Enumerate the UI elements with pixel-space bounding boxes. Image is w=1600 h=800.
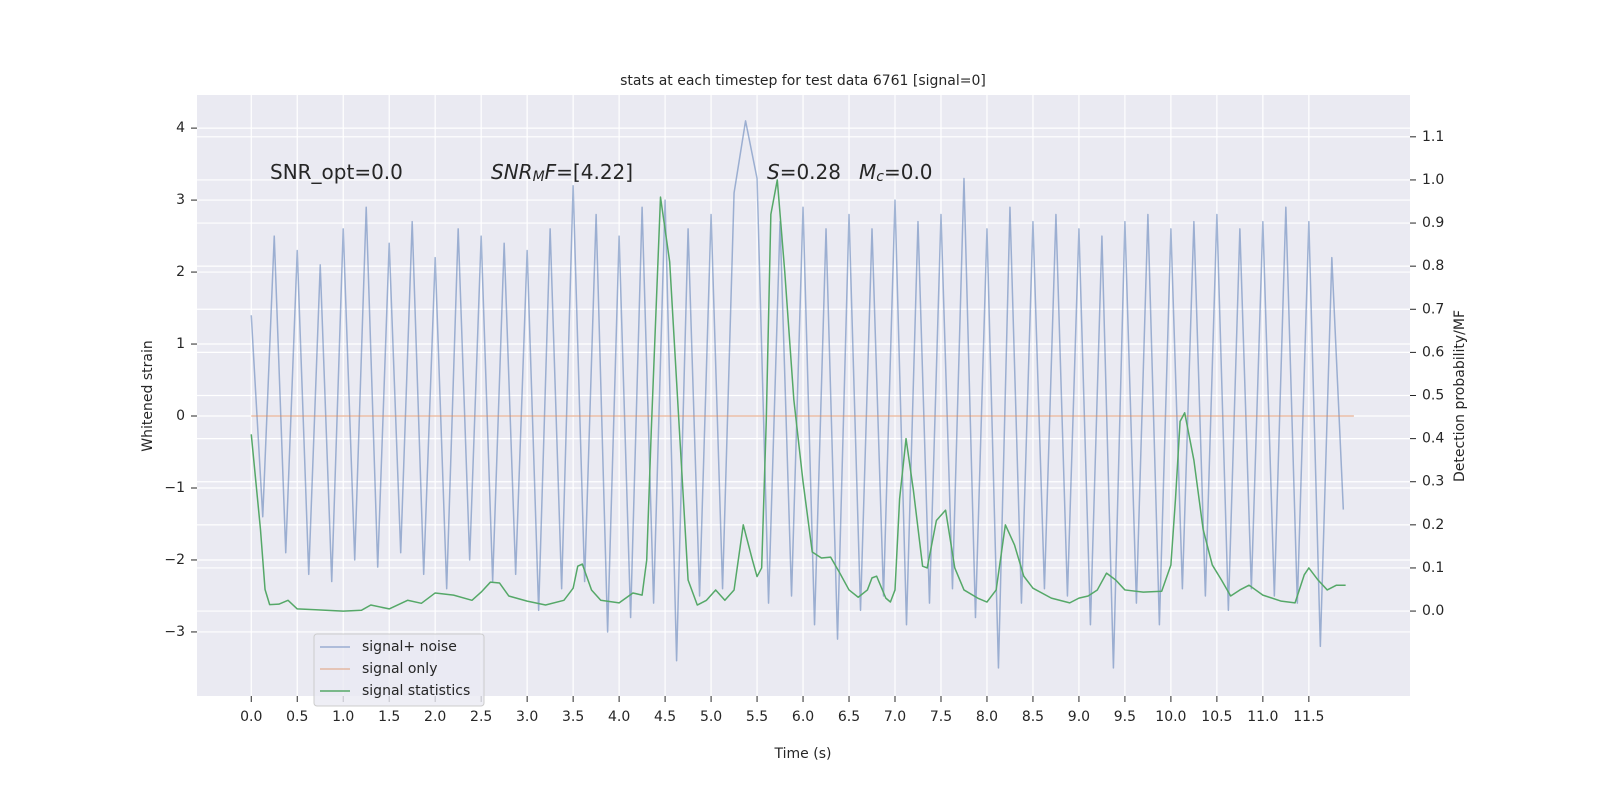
x-tick-label: 6.0	[792, 709, 814, 725]
y-tick-label: 1	[176, 336, 185, 352]
y2-tick-label: 0.7	[1422, 301, 1444, 317]
x-tick-label: 9.0	[1068, 709, 1090, 725]
legend: signal+ noise signal only signal statistic…	[313, 633, 485, 707]
annotation-part: S	[767, 160, 780, 184]
y2-tick-label: 0.8	[1422, 258, 1444, 274]
series-line	[250, 120, 1345, 669]
y2-tick-label: 0.6	[1422, 344, 1444, 360]
annotation-part: F	[545, 160, 557, 184]
annotation-part: SNR_opt=0.0	[270, 160, 403, 184]
x-tick-label: 8.5	[1022, 709, 1044, 725]
annotation-part: M	[533, 169, 545, 185]
x-tick-label: 9.5	[1114, 709, 1136, 725]
x-tick-label: 5.0	[700, 709, 722, 725]
x-tick-label: 7.5	[930, 709, 952, 725]
y2-tick-label: 1.1	[1422, 129, 1444, 145]
y2-tick-label: 0.2	[1422, 517, 1444, 533]
y-axis-label: Whitened strain	[140, 340, 156, 451]
annotation-part: =[4.22]	[556, 160, 633, 184]
y-tick-label: 2	[176, 264, 185, 280]
annotation-part: c	[876, 169, 884, 185]
x-tick-label: 10.5	[1201, 709, 1232, 725]
chart-title: stats at each timestep for test data 676…	[620, 73, 986, 89]
annotation-part: SNR	[491, 160, 533, 184]
y2-tick-label: 1.0	[1422, 172, 1444, 188]
y2-tick-label: 0.1	[1422, 560, 1444, 576]
y2-tick-label: 0.3	[1422, 474, 1444, 490]
annotation-part: =0.28	[780, 160, 841, 184]
y-tick-label: 0	[176, 408, 185, 424]
legend-box	[313, 633, 485, 707]
annotation: SNRMF=[4.22]	[491, 160, 633, 186]
x-tick-label: 1.0	[332, 709, 354, 725]
x-tick-label: 10.0	[1155, 709, 1186, 725]
x-tick-label: 8.0	[976, 709, 998, 725]
y2-tick-label: 0.0	[1422, 603, 1444, 619]
annotation-part: M	[859, 160, 876, 184]
x-tick-label: 4.5	[654, 709, 676, 725]
y-tick-label: −3	[164, 624, 185, 640]
x-tick-label: 11.0	[1247, 709, 1278, 725]
x-tick-label: 2.5	[470, 709, 492, 725]
y-tick-label: 4	[176, 120, 185, 136]
annotation: Mc=0.0	[859, 160, 933, 186]
x-tick-label: 0.0	[240, 709, 262, 725]
y2-tick-label: 0.5	[1422, 388, 1444, 404]
x-axis-label: Time (s)	[774, 746, 832, 762]
series-line	[250, 179, 1346, 612]
x-tick-label: 5.5	[746, 709, 768, 725]
y-tick-label: −1	[164, 480, 185, 496]
x-tick-label: 3.5	[562, 709, 584, 725]
x-tick-label: 2.0	[424, 709, 446, 725]
x-tick-label: 1.5	[378, 709, 400, 725]
y-tick-label: −2	[164, 552, 185, 568]
x-tick-label: 11.5	[1293, 709, 1324, 725]
x-tick-label: 4.0	[608, 709, 630, 725]
y-tick-label: 3	[176, 192, 185, 208]
annotation: S=0.28	[767, 160, 841, 184]
x-tick-label: 7.0	[884, 709, 906, 725]
y2-axis-label: Detection probability/MF	[1452, 310, 1468, 482]
annotation-part: =0.0	[884, 160, 933, 184]
legend-label: signal only	[362, 661, 437, 677]
y2-tick-label: 0.9	[1422, 215, 1444, 231]
annotation: SNR_opt=0.0	[270, 160, 403, 184]
legend-label: signal+ noise	[362, 639, 457, 655]
legend-label: signal statistics	[362, 683, 470, 699]
y2-tick-label: 0.4	[1422, 431, 1444, 447]
x-tick-label: 3.0	[516, 709, 538, 725]
x-tick-label: 6.5	[838, 709, 860, 725]
x-tick-label: 0.5	[286, 709, 308, 725]
